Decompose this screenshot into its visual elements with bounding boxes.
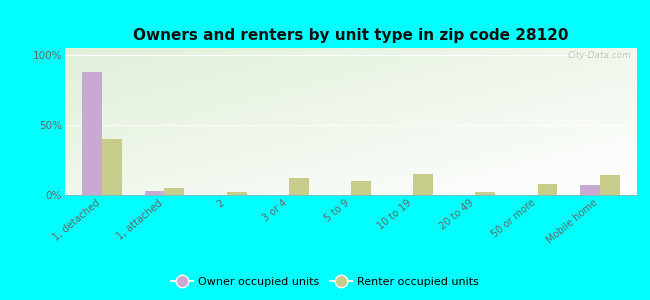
Legend: Owner occupied units, Renter occupied units: Owner occupied units, Renter occupied un… bbox=[167, 273, 483, 291]
Bar bbox=[413, 174, 433, 195]
Title: Owners and renters by unit type in zip code 28120: Owners and renters by unit type in zip c… bbox=[133, 28, 569, 43]
Bar bbox=[83, 72, 102, 195]
Bar bbox=[351, 181, 371, 195]
Bar bbox=[227, 192, 246, 195]
Text: City-Data.com: City-Data.com bbox=[567, 51, 631, 60]
Bar bbox=[144, 191, 164, 195]
Bar bbox=[475, 192, 495, 195]
Bar bbox=[600, 176, 619, 195]
Bar bbox=[289, 178, 309, 195]
Bar bbox=[580, 185, 600, 195]
Bar bbox=[102, 139, 122, 195]
Bar bbox=[164, 188, 185, 195]
Bar bbox=[538, 184, 558, 195]
